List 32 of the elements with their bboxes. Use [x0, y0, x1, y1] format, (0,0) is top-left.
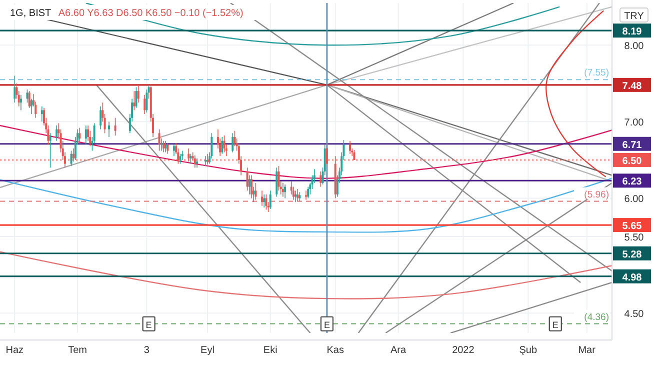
ref-line-label: 6.23 [622, 176, 642, 188]
x-tick-label: Kas [326, 345, 344, 356]
x-tick-label: Tem [68, 345, 87, 356]
x-tick-label: 3 [144, 345, 150, 356]
ref-line-label: 7.48 [622, 80, 642, 92]
ref-line-label: (7.55) [584, 68, 609, 79]
text: A6.60 Y6.63 D6.50 K6.50 −0.10 (−1.52%) [58, 8, 244, 19]
annotation: E [146, 320, 152, 330]
x-tick-label: Haz [6, 345, 24, 356]
x-tick-label: 2022 [452, 345, 475, 356]
y-tick-label: 5.50 [624, 232, 644, 244]
ref-line-label: 5.65 [622, 221, 642, 232]
y-tick-label: 8.00 [624, 41, 644, 52]
ref-line-label: 6.71 [622, 140, 642, 151]
ref-line-label: 6.50 [622, 156, 642, 167]
ref-line-label: 8.19 [622, 26, 642, 38]
x-tick-label: Şub [519, 345, 538, 356]
x-tick-label: Eyl [200, 345, 214, 356]
ref-line-label: (5.96) [584, 189, 609, 200]
text: TRY [624, 11, 644, 22]
text: 1G, BIST [10, 8, 52, 19]
annotation: E [324, 320, 330, 330]
ref-line-label: 5.28 [622, 249, 642, 260]
y-tick-label: 4.50 [624, 309, 644, 320]
y-tick-label: 7.00 [624, 118, 644, 129]
x-tick-label: Mar [578, 345, 596, 356]
ref-line-label: (4.36) [584, 312, 609, 323]
x-tick-label: Eki [263, 345, 278, 356]
annotation: E [552, 320, 558, 330]
ref-line-label: 4.98 [622, 272, 642, 284]
y-tick-label: 6.00 [624, 194, 644, 206]
x-tick-label: Ara [390, 345, 406, 356]
